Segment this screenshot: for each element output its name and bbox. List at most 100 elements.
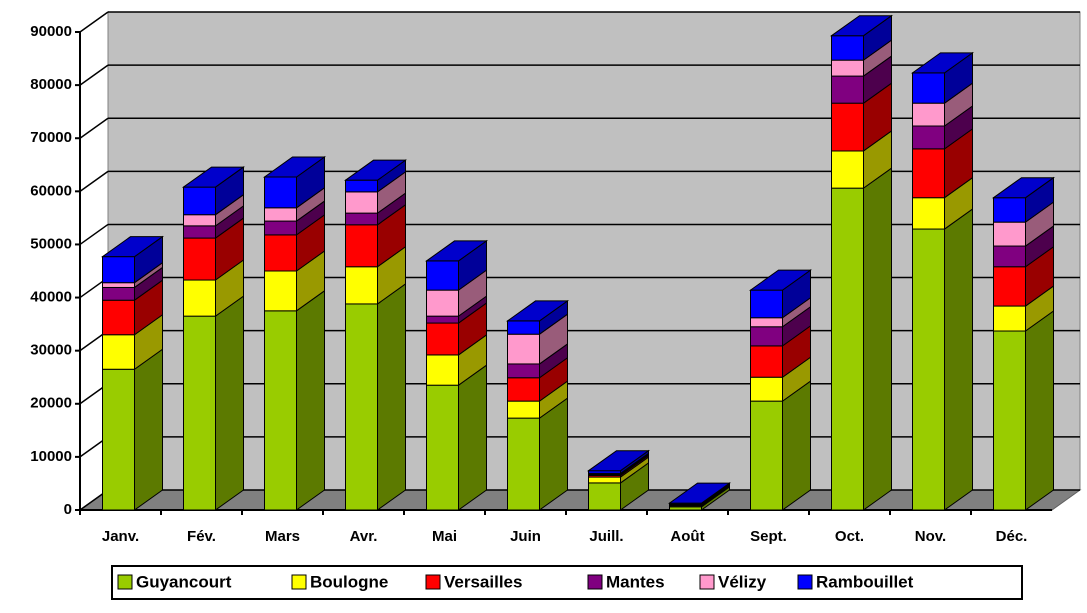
bar-side [782,380,811,511]
x-tick-label: Déc. [996,528,1028,545]
bar [102,286,135,301]
bar-side [134,348,163,511]
legend-label: Boulogne [310,572,388,591]
grid-line [79,64,109,86]
bar-side [296,289,325,511]
bar-top [586,450,651,472]
bar [183,237,216,281]
bar [426,289,459,317]
x-tick-label: Janv. [102,528,139,545]
legend-label: Rambouillet [816,572,914,591]
bar [993,305,1026,332]
grid-line [79,170,109,192]
bar [750,376,783,402]
bar [750,289,783,319]
bar [345,224,378,268]
bar [102,256,135,284]
grid-line [79,117,109,139]
legend-label: Vélizy [718,572,767,591]
bar-side [863,167,892,511]
grid-line [79,11,109,33]
x-tick-label: Oct. [835,528,864,545]
y-tick-label: 80000 [30,76,72,93]
bar [264,234,297,272]
bar [345,191,378,214]
x-tick-label: Mai [432,528,457,545]
bar [345,303,378,511]
x-tick-label: Avr. [350,528,378,545]
bar [345,179,378,193]
bar [831,35,864,61]
bar [426,260,459,291]
x-tick-label: Juin [510,528,541,545]
legend-label: Guyancourt [136,572,232,591]
y-tick-label: 70000 [30,129,72,146]
bar [831,150,864,189]
legend-label: Mantes [606,572,665,591]
bar-top [424,240,489,262]
bar [264,176,297,209]
bar [993,245,1026,268]
bar [426,315,459,324]
bar [912,72,945,104]
bar [831,59,864,77]
bar [345,212,378,226]
bar [426,354,459,386]
bar [588,476,621,484]
y-tick-label: 10000 [30,448,72,465]
bar [183,315,216,511]
bar [912,125,945,150]
bar [183,225,216,239]
legend-box [111,565,1023,600]
bar-side [458,364,487,511]
legend-swatch [291,574,307,590]
y-tick-label: 50000 [30,235,72,252]
bar [183,214,216,227]
y-tick-label: 0 [64,501,72,518]
bar [750,400,783,511]
bar [264,207,297,222]
legend-swatch [425,574,441,590]
bar [345,266,378,305]
grid-line [79,223,109,246]
x-tick-label: Fév. [187,528,216,545]
bar [507,400,540,419]
bar [102,282,135,288]
bar [993,197,1026,223]
x-tick-label: Nov. [915,528,946,545]
x-tick-label: Sept. [750,528,787,545]
bar-side [215,295,244,511]
y-tick-label: 90000 [30,23,72,40]
bar [993,330,1026,511]
bar [750,317,783,328]
bar [426,322,459,356]
legend-swatch [797,574,813,590]
bar-top [667,482,732,504]
legend-swatch [117,574,133,590]
bar [507,333,540,365]
bar [183,279,216,317]
bar-side [944,208,973,511]
bar [102,368,135,511]
bar [507,320,540,335]
bar [102,334,135,370]
bar [264,310,297,511]
bar-top [505,300,570,322]
bar [831,187,864,511]
bar [912,197,945,230]
legend-swatch [587,574,603,590]
bar-top [910,52,975,74]
legend-label: Versailles [444,572,522,591]
legend-swatch [699,574,715,590]
bar [507,363,540,379]
bar-side [377,282,406,511]
bar [912,148,945,199]
y-tick-label: 30000 [30,342,72,359]
bar [750,345,783,378]
bar [102,299,135,336]
x-tick-label: Juill. [589,528,623,545]
bar-top [262,156,327,178]
bar [264,220,297,236]
bar [588,482,621,511]
